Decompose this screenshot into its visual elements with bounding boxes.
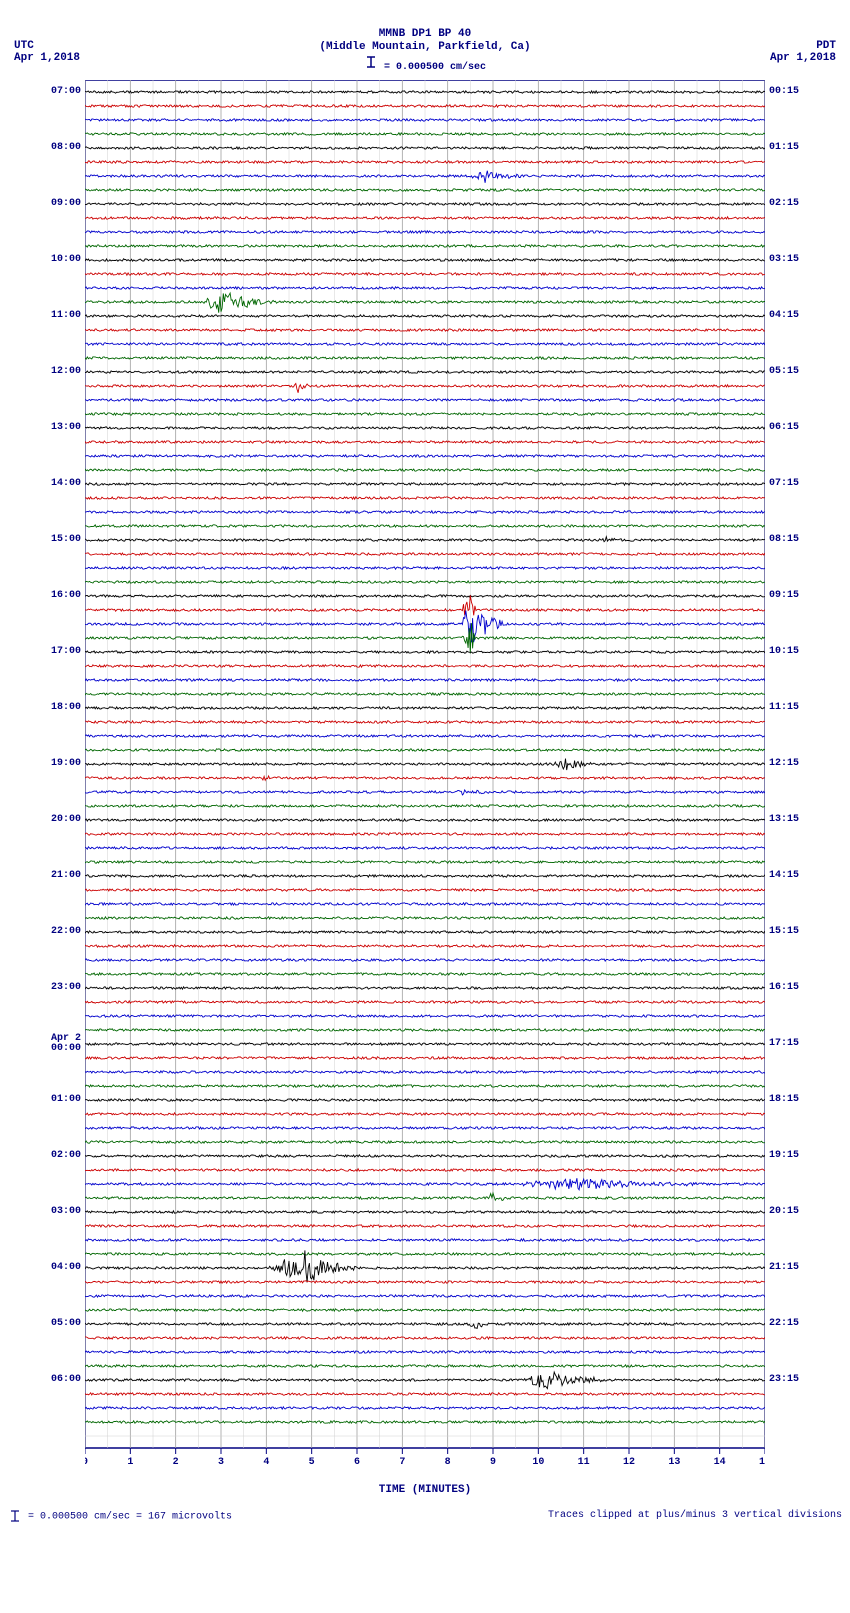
left-hour-label: 01:00 [37,1095,81,1105]
left-hour-label: 12:00 [37,367,81,377]
left-hour-label: 04:00 [37,1263,81,1273]
right-hour-label: 01:15 [769,143,811,153]
left-hour-label: Apr 2 00:00 [37,1034,81,1054]
svg-text:7: 7 [399,1457,405,1466]
right-hour-label: 09:15 [769,591,811,601]
right-hour-label: 20:15 [769,1207,811,1217]
right-hour-label: 21:15 [769,1263,811,1273]
tz-right-label: PDT [770,40,836,52]
left-hour-label: 06:00 [37,1375,81,1385]
plot-area: 07:0008:0009:0010:0011:0012:0013:0014:00… [85,80,765,1496]
left-hour-label: 14:00 [37,479,81,489]
right-hour-label: 19:15 [769,1151,811,1161]
svg-text:10: 10 [532,1457,544,1466]
svg-text:5: 5 [309,1457,315,1466]
footer-block: = 0.000500 cm/sec = 167 microvolts Trace… [0,1496,850,1531]
right-hour-label: 05:15 [769,367,811,377]
right-hour-label: 10:15 [769,647,811,657]
scale-indicator: = 0.000500 cm/sec [0,55,850,74]
svg-text:9: 9 [490,1457,496,1466]
svg-text:1: 1 [127,1457,133,1466]
right-hour-label: 07:15 [769,479,811,489]
scale-bar-icon [364,55,378,69]
right-time-labels: 00:15 01:15 02:15 03:15 04:15 05:15 06:15 07:15… [769,80,811,1448]
right-hour-label: 23:15 [769,1375,811,1385]
left-hour-label: 16:00 [37,591,81,601]
right-hour-label: 08:15 [769,535,811,545]
seismogram-canvas: 0123456789101112131415 [85,80,765,1466]
footer-left-text: = 0.000500 cm/sec = 167 microvolts [28,1511,232,1522]
svg-text:2: 2 [173,1457,179,1466]
svg-text:13: 13 [668,1457,680,1466]
left-hour-label: 05:00 [37,1319,81,1329]
left-hour-label: 10:00 [37,255,81,265]
right-hour-label: 14:15 [769,871,811,881]
right-hour-label: 12:15 [769,759,811,769]
right-hour-label: 06:15 [769,423,811,433]
svg-text:6: 6 [354,1457,360,1466]
right-hour-label: 11:15 [769,703,811,713]
right-hour-label: 02:15 [769,199,811,209]
left-hour-label: 08:00 [37,143,81,153]
x-axis-label: TIME (MINUTES) [85,1484,765,1496]
right-hour-label: 15:15 [769,927,811,937]
left-hour-label: 18:00 [37,703,81,713]
svg-text:14: 14 [714,1457,726,1466]
left-hour-label: 11:00 [37,311,81,321]
right-hour-label: 16:15 [769,983,811,993]
left-hour-label: 09:00 [37,199,81,209]
right-hour-label: 18:15 [769,1095,811,1105]
left-hour-label: 07:00 [37,87,81,97]
svg-text:4: 4 [263,1457,269,1466]
svg-text:15: 15 [759,1457,765,1466]
tz-right-date: Apr 1,2018 [770,52,836,64]
left-hour-label: 02:00 [37,1151,81,1161]
scale-bar-icon [8,1510,22,1522]
svg-text:3: 3 [218,1457,224,1466]
right-hour-label: 03:15 [769,255,811,265]
svg-text:12: 12 [623,1457,635,1466]
svg-text:0: 0 [85,1457,88,1466]
tz-left-date: Apr 1,2018 [14,52,80,64]
scale-value: = 0.000500 cm/sec [384,62,486,73]
station-code: MMNB DP1 BP 40 [0,28,850,41]
right-hour-label: 04:15 [769,311,811,321]
right-hour-label: 22:15 [769,1319,811,1329]
footer-right-text: Traces clipped at plus/minus 3 vertical … [548,1510,842,1523]
left-hour-label: 13:00 [37,423,81,433]
tz-left-block: UTC Apr 1,2018 [14,40,80,64]
header-block: MMNB DP1 BP 40 (Middle Mountain, Parkfie… [0,0,850,74]
left-hour-label: 23:00 [37,983,81,993]
left-hour-label: 20:00 [37,815,81,825]
right-hour-label: 00:15 [769,87,811,97]
tz-right-block: PDT Apr 1,2018 [770,40,836,64]
left-hour-label: 21:00 [37,871,81,881]
svg-text:11: 11 [578,1457,590,1466]
left-hour-label: 17:00 [37,647,81,657]
footer-left: = 0.000500 cm/sec = 167 microvolts [8,1510,232,1523]
right-hour-label: 17:15 [769,1039,811,1049]
left-hour-label: 15:00 [37,535,81,545]
station-location: (Middle Mountain, Parkfield, Ca) [0,41,850,54]
tz-left-label: UTC [14,40,80,52]
left-hour-label: 19:00 [37,759,81,769]
left-hour-label: 22:00 [37,927,81,937]
right-hour-label: 13:15 [769,815,811,825]
svg-text:8: 8 [445,1457,451,1466]
left-time-labels: 07:00 08:00 09:00 10:00 11:00 12:00 13:00 14:00… [37,80,81,1448]
seismogram-page: UTC Apr 1,2018 PDT Apr 1,2018 MMNB DP1 B… [0,0,850,1530]
left-hour-label: 03:00 [37,1207,81,1217]
